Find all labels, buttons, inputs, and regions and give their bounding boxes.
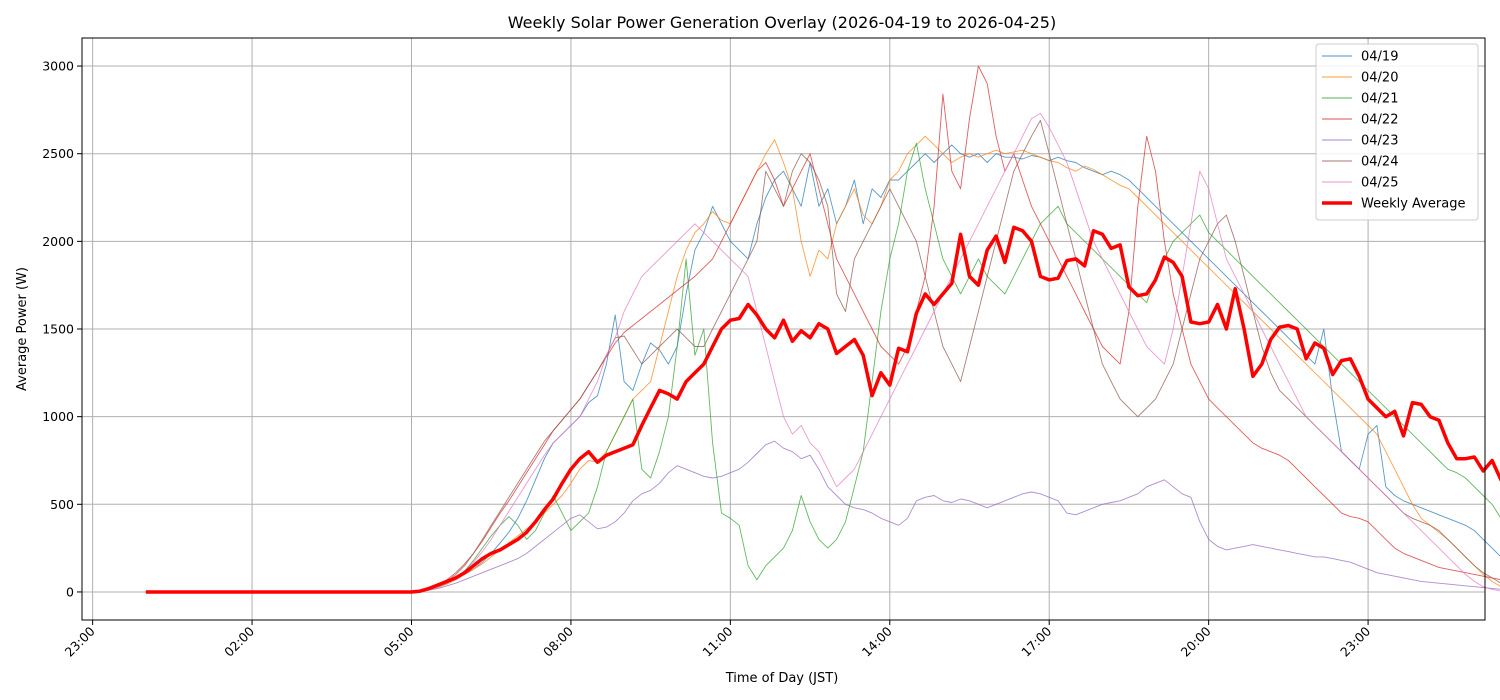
x-tick-label: 23:00 [1337, 623, 1373, 659]
y-tick-label: 0 [66, 584, 74, 599]
x-tick-label: 08:00 [540, 623, 576, 659]
x-axis-label: Time of Day (JST) [725, 671, 839, 686]
x-tick-label: 11:00 [699, 623, 735, 659]
legend-label: 04/25 [1361, 176, 1398, 191]
y-axis-label: Average Power (W) [15, 267, 30, 391]
legend-label: 04/22 [1361, 113, 1398, 128]
series-line-04-24 [145, 119, 1500, 593]
x-tick-label: 20:00 [1178, 623, 1214, 659]
y-tick-label: 500 [50, 497, 74, 512]
grid [82, 38, 1485, 620]
legend-label: 04/20 [1361, 71, 1398, 86]
legend-label: 04/21 [1361, 92, 1398, 107]
legend-label: Weekly Average [1361, 197, 1465, 212]
y-tick-label: 1500 [42, 322, 74, 337]
x-tick-label: 02:00 [221, 623, 257, 659]
series-layer [145, 65, 1500, 594]
y-ticks: 0 500 1000 1500 2000 2500 3000 [42, 59, 82, 599]
series-line-04-19 [145, 144, 1500, 593]
legend: 04/19 04/20 04/21 04/22 04/23 04/24 04/25 Weekl… [1315, 43, 1479, 221]
x-ticks: 23:00 02:00 05:00 08:00 11:00 14:00 17:00 20:00… [62, 620, 1373, 660]
x-tick-label: 05:00 [381, 623, 417, 659]
series-line-04-25 [145, 112, 1500, 593]
x-tick-label: 23:00 [62, 623, 98, 659]
y-tick-label: 2500 [42, 146, 74, 161]
y-tick-label: 2000 [42, 234, 74, 249]
series-line-weekly-average [145, 225, 1500, 594]
x-tick-label: 14:00 [859, 623, 895, 659]
series-line-04-21 [145, 142, 1500, 593]
legend-label: 04/24 [1361, 155, 1398, 170]
series-line-04-23 [145, 440, 1500, 593]
legend-box [1315, 43, 1479, 221]
y-tick-label: 1000 [42, 409, 74, 424]
x-tick-label: 17:00 [1018, 623, 1054, 659]
chart-title: Weekly Solar Power Generation Overlay (2… [508, 13, 1056, 32]
legend-label: 04/23 [1361, 134, 1398, 149]
y-tick-label: 3000 [42, 59, 74, 74]
legend-label: 04/19 [1361, 50, 1398, 65]
